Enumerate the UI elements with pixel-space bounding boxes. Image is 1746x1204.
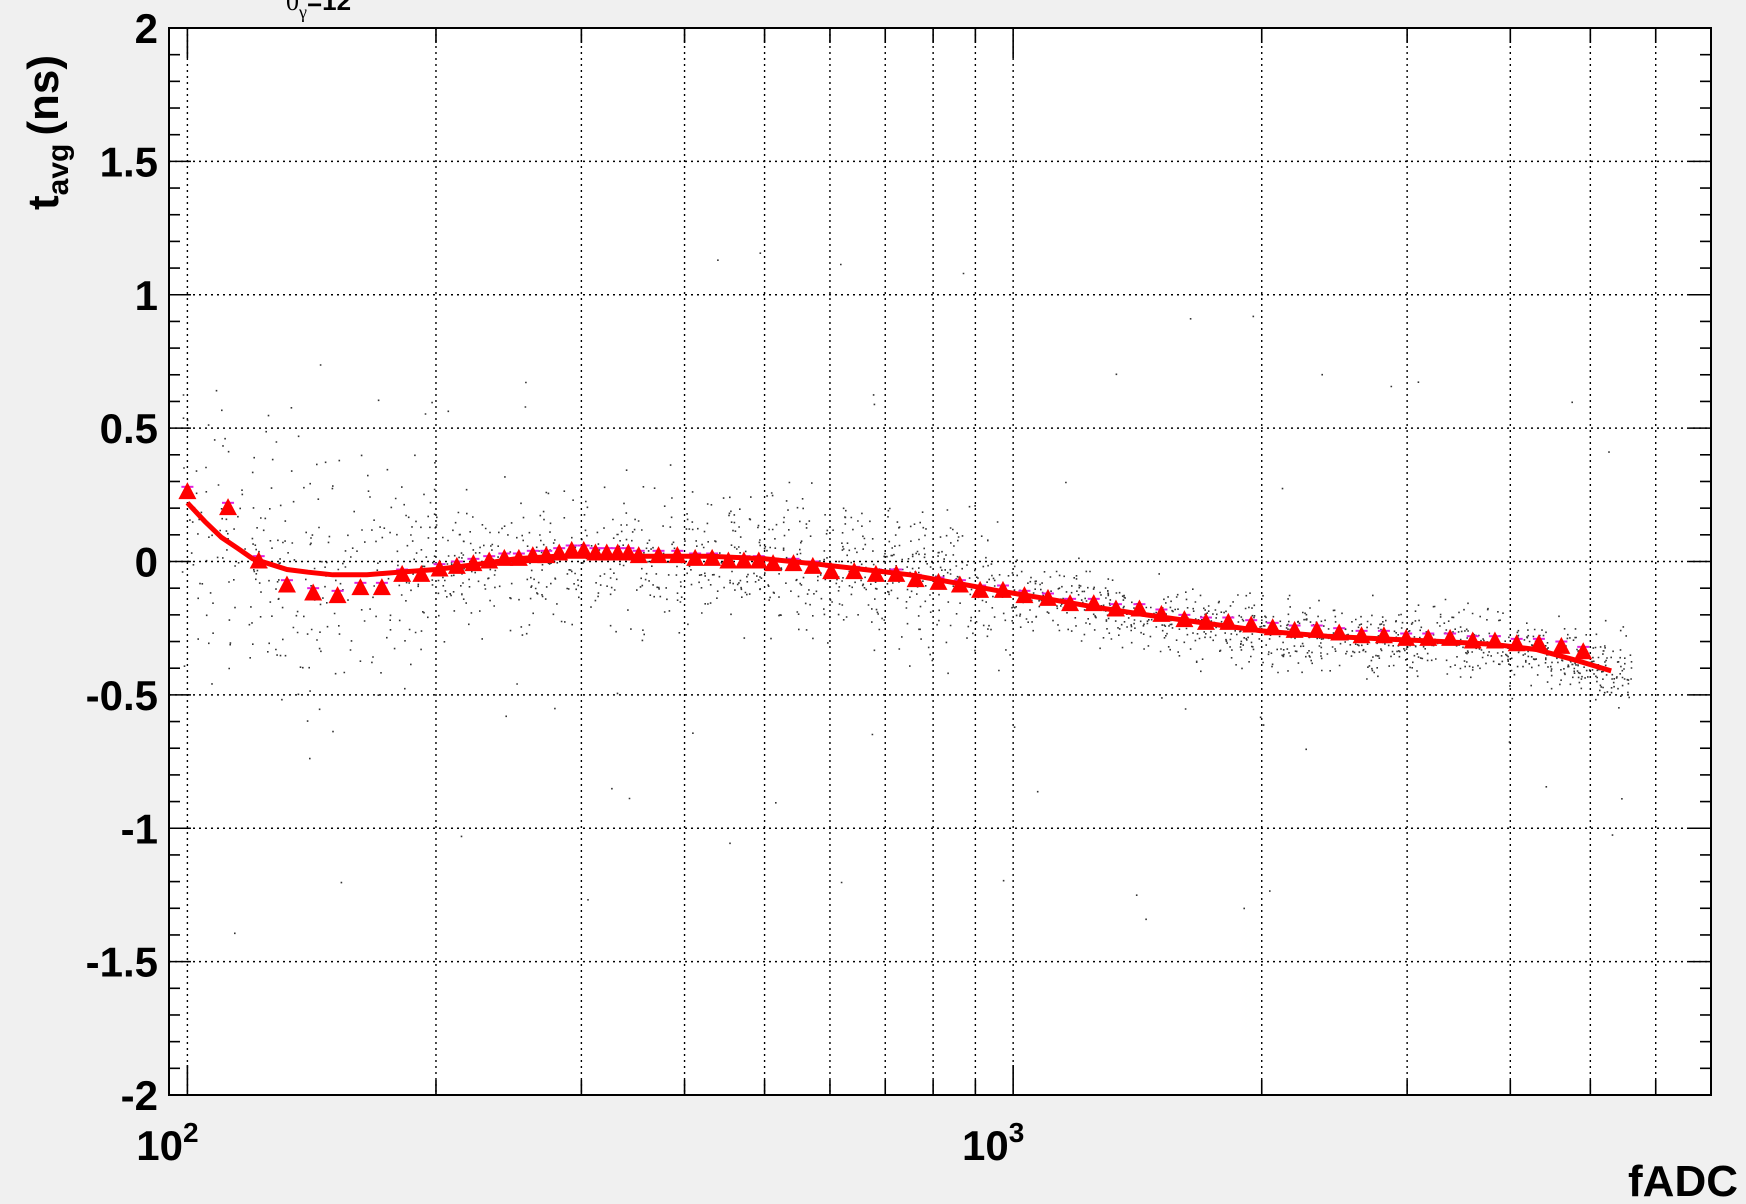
data-point	[1307, 620, 1326, 638]
data-point	[1507, 634, 1526, 652]
data-point	[372, 578, 391, 596]
data-point	[887, 564, 906, 582]
data-point	[749, 551, 768, 569]
y-tick-label: -2	[121, 1072, 158, 1119]
x-tick-label: 103	[962, 1117, 1024, 1169]
data-point	[249, 551, 268, 569]
data-point	[906, 570, 925, 588]
data-point	[686, 548, 705, 566]
data-point	[1106, 599, 1125, 617]
x-tick-labels: 102 103	[136, 1117, 1024, 1169]
x-tick-label: 102	[136, 1117, 198, 1169]
data-point	[537, 546, 556, 564]
y-tick-label: -1.5	[86, 939, 158, 986]
data-point	[619, 543, 638, 561]
data-point	[1352, 626, 1371, 644]
data-point	[784, 554, 803, 572]
data-point	[629, 546, 648, 564]
y-tick-label: 2	[135, 5, 158, 52]
data-point	[1574, 642, 1593, 660]
data-point	[1130, 599, 1149, 617]
plot-frame-background	[169, 28, 1711, 1095]
data-point	[574, 540, 593, 558]
data-point	[866, 564, 885, 582]
y-tick-labels: 2 1.5 1 0.5 0 -0.5 -1 -1.5 -2	[86, 5, 158, 1119]
data-point	[1242, 615, 1261, 633]
y-tick-label: 1	[135, 272, 158, 319]
data-point	[495, 548, 514, 566]
data-point	[304, 583, 323, 601]
data-point	[1374, 626, 1393, 644]
data-point	[1552, 636, 1571, 654]
data-point	[328, 586, 347, 604]
data-point	[430, 559, 449, 577]
data-point	[562, 540, 581, 558]
data-point	[803, 556, 822, 574]
data-point	[734, 551, 753, 569]
data-point	[668, 546, 687, 564]
data-point	[703, 548, 722, 566]
y-tick-label: 0	[135, 539, 158, 586]
y-tick-label: -0.5	[86, 672, 158, 719]
data-point	[219, 498, 238, 516]
data-point	[993, 580, 1012, 598]
y-tick-label: 0.5	[100, 405, 158, 452]
data-point	[1175, 610, 1194, 628]
axis-ticks	[169, 27, 1711, 1096]
data-point	[393, 564, 412, 582]
data-point	[1419, 628, 1438, 646]
data-point	[1330, 623, 1349, 641]
data-point	[1529, 634, 1548, 652]
data-point	[1196, 612, 1215, 630]
x-axis-title: fADC	[1628, 1157, 1738, 1204]
plot-frame	[168, 27, 1712, 1096]
annotation-rest: =12	[307, 0, 351, 16]
data-point	[447, 556, 466, 574]
y-axis-title: tavg (ns)	[19, 55, 75, 210]
data-point	[1285, 620, 1304, 638]
y-tick-label: -1	[121, 805, 158, 852]
data-point	[1015, 586, 1034, 604]
annotation-main: 0	[286, 0, 299, 16]
data-point	[1084, 594, 1103, 612]
data-point	[412, 564, 431, 582]
data-point	[1263, 618, 1282, 636]
data-point	[971, 580, 990, 598]
y-axis-title-unit: (ns)	[19, 55, 68, 136]
data-point	[1038, 588, 1057, 606]
data-point	[1061, 594, 1080, 612]
data-point	[764, 554, 783, 572]
top-annotation: 0γ=12	[286, 0, 351, 22]
y-tick-label: 1.5	[100, 138, 158, 185]
data-point	[929, 572, 948, 590]
data-point	[822, 562, 841, 580]
svg-text:0γ=12: 0γ=12	[286, 0, 351, 22]
data-point	[480, 551, 499, 569]
data-point	[1463, 631, 1482, 649]
data-point	[178, 482, 197, 500]
data-point	[1219, 612, 1238, 630]
data-point	[1485, 631, 1504, 649]
annotation-sub: γ	[298, 2, 307, 22]
data-point	[523, 546, 542, 564]
y-axis-title-subscript: avg	[42, 144, 75, 196]
data-point	[464, 554, 483, 572]
data-point	[1152, 604, 1171, 622]
data-point	[1397, 628, 1416, 646]
data-point	[277, 575, 296, 593]
data-point	[950, 575, 969, 593]
data-point	[719, 551, 738, 569]
data-point	[586, 543, 605, 561]
data-point	[845, 562, 864, 580]
profile-markers	[178, 482, 1593, 660]
data-point	[509, 548, 528, 566]
svg-text:tavg(ns): tavg (ns)	[19, 55, 75, 210]
data-point	[649, 546, 668, 564]
data-point	[1441, 628, 1460, 646]
y-axis-title-main: t	[19, 195, 68, 210]
data-point	[351, 578, 370, 596]
